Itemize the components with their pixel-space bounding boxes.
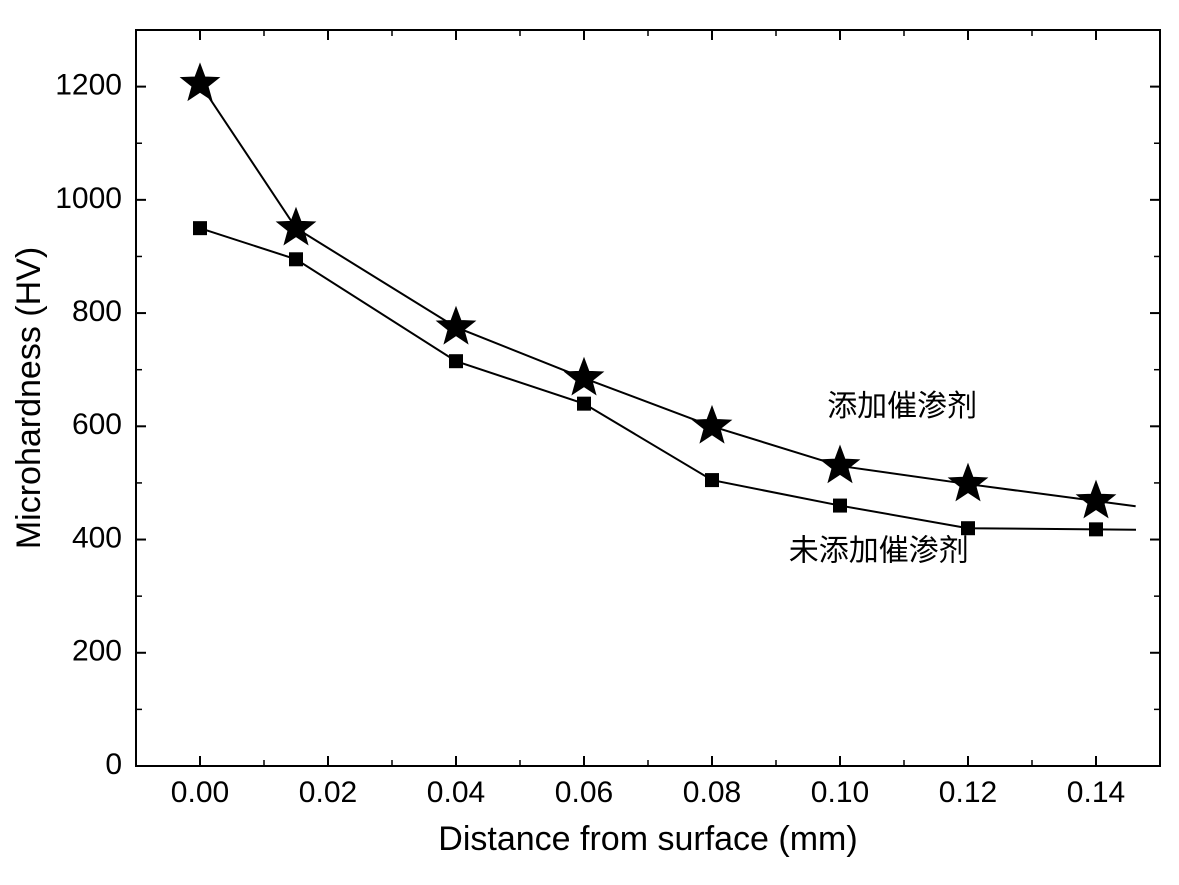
marker-square (833, 499, 847, 513)
marker-square (961, 521, 975, 535)
marker-square (1089, 522, 1103, 536)
marker-square (193, 221, 207, 235)
chart-container: 0.00 0.02 0.04 0.06 0.08 0.10 0.12 0.14 0 200 400 6… (0, 0, 1179, 885)
x-tick-label: 0.12 (939, 776, 997, 809)
y-tick-label: 0 (105, 748, 122, 781)
marker-square (449, 354, 463, 368)
x-tick-label: 0.06 (555, 776, 613, 809)
marker-square (289, 252, 303, 266)
chart-svg: 0.00 0.02 0.04 0.06 0.08 0.10 0.12 0.14 0 200 400 6… (0, 0, 1179, 885)
series-label-with_catalyst: 添加催渗剂 (827, 390, 977, 423)
x-tick-label: 0.14 (1067, 776, 1125, 809)
y-tick-label: 800 (72, 295, 122, 328)
series-label-without_catalyst: 未添加催渗剂 (789, 535, 969, 568)
y-tick-label: 400 (72, 521, 122, 554)
x-tick-label: 0.02 (299, 776, 357, 809)
marker-square (705, 473, 719, 487)
marker-square (577, 397, 591, 411)
x-tick-label: 0.10 (811, 776, 869, 809)
x-tick-label: 0.08 (683, 776, 741, 809)
y-tick-label: 200 (72, 635, 122, 668)
x-tick-label: 0.00 (171, 776, 229, 809)
y-axis-label: Microhardness (HV) (10, 247, 48, 549)
y-tick-label: 1200 (55, 69, 122, 102)
x-tick-label: 0.04 (427, 776, 485, 809)
x-axis-label: Distance from surface (mm) (438, 820, 857, 858)
y-tick-label: 600 (72, 408, 122, 441)
chart-background (0, 0, 1179, 885)
y-tick-label: 1000 (55, 182, 122, 215)
